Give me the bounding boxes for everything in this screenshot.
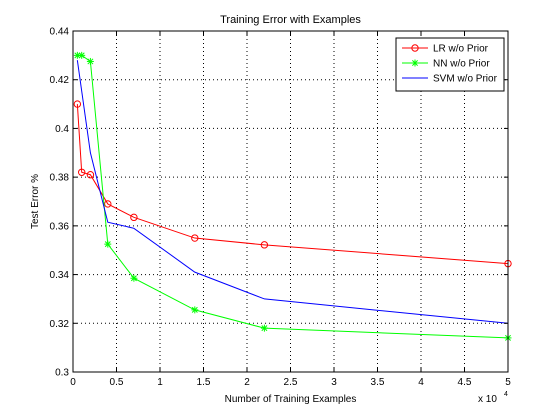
- x-tick-label: 3.5: [371, 377, 385, 388]
- series-svm-w-o-prior: [76, 60, 509, 324]
- series-layer: [73, 51, 512, 342]
- legend: LR w/o Prior NN w/o Prior SVM w/o Prior: [395, 37, 505, 92]
- x-axis-label: Number of Training Examples: [225, 394, 357, 405]
- x-tick-label: 5: [505, 377, 511, 388]
- y-tick-label: 0.34: [50, 270, 70, 281]
- star-stroke: [130, 275, 137, 282]
- star-stroke: [87, 58, 94, 65]
- data-point-star: [78, 51, 86, 59]
- data-point-star: [130, 274, 138, 282]
- x-tick-label: 0.5: [110, 377, 124, 388]
- series-line: [76, 104, 509, 265]
- x-tick-label: 0: [70, 377, 76, 388]
- y-tick-label: 0.38: [50, 173, 70, 184]
- legend-label: NN w/o Prior: [433, 59, 490, 70]
- star-stroke: [191, 306, 198, 313]
- x-tick-label: 1: [157, 377, 163, 388]
- legend-label: LR w/o Prior: [433, 44, 489, 55]
- data-point-circle: [104, 200, 112, 208]
- x-tick-label: 3: [331, 377, 337, 388]
- legend-label: SVM w/o Prior: [433, 74, 498, 85]
- star-stroke: [412, 60, 418, 66]
- ticks: 0 0.5 1 1.5 2 2.5 3 3.5 4 4.5 5 0.3 0.32 0.34 0.36 0.38…: [50, 27, 512, 389]
- data-point-circle: [73, 100, 82, 108]
- x-tick-label: 4.5: [458, 377, 472, 388]
- data-point-circle: [86, 171, 95, 179]
- data-point-star: [86, 57, 94, 65]
- series-line: [77, 54, 509, 339]
- star-stroke: [74, 52, 81, 59]
- x-tick-label: 4: [418, 377, 424, 388]
- data-point-circle: [260, 241, 269, 249]
- x-tick-label: 1.5: [197, 377, 211, 388]
- star-stroke: [261, 325, 268, 332]
- data-point-circle: [78, 168, 86, 176]
- y-tick-label: 0.44: [50, 27, 70, 38]
- y-tick-label: 0.3: [55, 368, 69, 379]
- legend-item: NN w/o Prior: [402, 59, 490, 70]
- y-tick-label: 0.4: [55, 124, 69, 135]
- series-nn-w-o-prior: [73, 51, 512, 342]
- data-point-star: [104, 240, 112, 248]
- x-axis-multiplier: x 10: [478, 394, 497, 405]
- star-stroke: [78, 52, 85, 59]
- data-point-circle: [130, 213, 138, 222]
- y-tick-label: 0.42: [50, 75, 70, 86]
- y-tick-label: 0.36: [50, 221, 70, 232]
- star-stroke: [104, 241, 111, 248]
- series-lr-w-o-prior: [73, 100, 512, 268]
- y-tick-label: 0.32: [50, 319, 70, 330]
- y-axis-label: Test Error %: [30, 174, 41, 229]
- series-line: [76, 60, 509, 324]
- chart-title: Training Error with Examples: [220, 14, 361, 26]
- legend-item: LR w/o Prior: [402, 44, 489, 55]
- data-point-star: [411, 59, 419, 67]
- x-tick-label: 2.5: [284, 377, 298, 388]
- x-axis-multiplier-exponent: 4: [504, 391, 508, 398]
- legend-item: SVM w/o Prior: [402, 74, 498, 85]
- x-tick-label: 2: [244, 377, 250, 388]
- data-point-star: [191, 306, 199, 314]
- data-point-circle: [191, 234, 199, 242]
- data-point-circle: [411, 44, 419, 52]
- data-point-star: [260, 324, 268, 332]
